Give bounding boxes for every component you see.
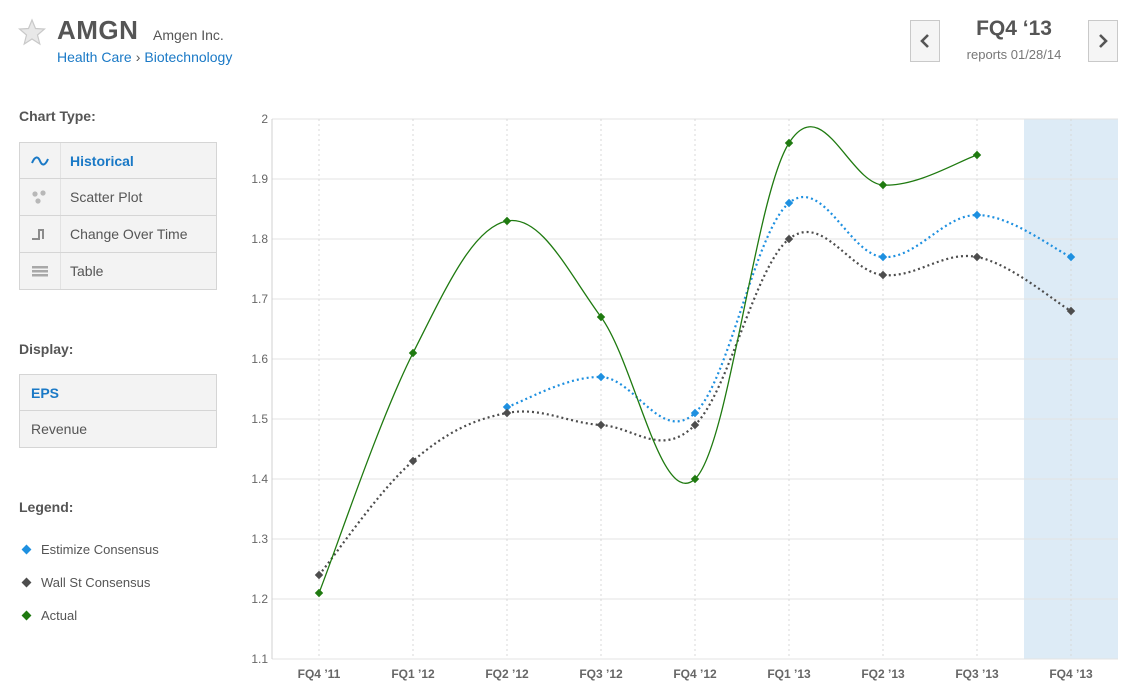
legend-label-actual: Actual xyxy=(41,608,78,623)
legend-item-wallst: Wall St Consensus xyxy=(21,575,150,590)
x-tick-label: FQ4 ’11 xyxy=(298,667,341,681)
y-tick-label: 1.9 xyxy=(251,172,268,186)
wave-icon xyxy=(20,143,61,178)
report-date: reports 01/28/14 xyxy=(966,47,1062,62)
x-tick-label: FQ2 ’12 xyxy=(485,667,529,681)
previous-quarter-button[interactable] xyxy=(910,20,940,62)
chart-type-table[interactable]: Table xyxy=(19,253,217,290)
data-point-actual xyxy=(408,348,418,358)
x-tick-label: FQ3 ’13 xyxy=(955,667,999,681)
legend-label-estimize: Estimize Consensus xyxy=(41,542,159,557)
display-revenue[interactable]: Revenue xyxy=(19,411,217,448)
star-icon[interactable] xyxy=(18,18,46,46)
next-quarter-button[interactable] xyxy=(1088,20,1118,62)
ticker-symbol: AMGN xyxy=(57,15,139,45)
display-list: EPS Revenue xyxy=(19,374,217,448)
data-point-wallst xyxy=(878,270,888,280)
breadcrumb-separator: › xyxy=(135,49,141,65)
display-label-eps: EPS xyxy=(31,384,60,401)
data-point-wallst xyxy=(690,420,700,430)
y-tick-label: 1.6 xyxy=(251,352,268,366)
series-line-wallst xyxy=(318,230,1072,576)
legend-label-wallst: Wall St Consensus xyxy=(41,575,151,590)
y-tick-label: 1.7 xyxy=(251,292,268,306)
y-tick-label: 1.2 xyxy=(251,592,268,606)
sector-link[interactable]: Health Care xyxy=(57,49,132,65)
y-tick-label: 1.4 xyxy=(251,472,268,486)
chevron-left-icon xyxy=(920,34,929,48)
chart-type-label-historical: Historical xyxy=(70,152,134,169)
x-tick-label: FQ4 ’12 xyxy=(673,667,717,681)
data-point-actual xyxy=(690,474,700,484)
chart-type-label-scatter: Scatter Plot xyxy=(70,189,143,205)
data-point-actual xyxy=(596,312,606,322)
industry-link[interactable]: Biotechnology xyxy=(144,49,233,65)
scatter-icon xyxy=(20,179,61,215)
legend-label: Legend: xyxy=(19,499,74,515)
chart-type-label-change: Change Over Time xyxy=(70,226,188,242)
company-name: Amgen Inc. xyxy=(153,27,224,43)
data-point-wallst xyxy=(784,234,794,244)
x-tick-label: FQ3 ’12 xyxy=(579,667,623,681)
x-tick-label: FQ1 ’12 xyxy=(391,667,435,681)
chart-type-scatter-plot[interactable]: Scatter Plot xyxy=(19,179,217,216)
display-eps[interactable]: EPS xyxy=(19,374,217,411)
data-point-wallst xyxy=(408,456,418,466)
data-point-estimize xyxy=(596,372,606,382)
data-point-wallst xyxy=(972,252,982,262)
y-tick-label: 1.8 xyxy=(251,232,268,246)
y-tick-label: 1.3 xyxy=(251,532,268,546)
y-tick-label: 2 xyxy=(261,112,268,126)
step-icon xyxy=(20,216,61,252)
y-tick-label: 1.5 xyxy=(251,412,268,426)
x-tick-label: FQ2 ’13 xyxy=(861,667,905,681)
chart-type-historical[interactable]: Historical xyxy=(19,142,217,179)
data-point-actual xyxy=(972,150,982,160)
data-point-wallst xyxy=(314,570,324,580)
display-label-revenue: Revenue xyxy=(31,421,88,437)
data-point-estimize xyxy=(690,408,700,418)
legend-item-actual: Actual xyxy=(21,608,77,623)
data-point-actual xyxy=(502,216,512,226)
series-line-estimize xyxy=(506,195,1072,423)
x-tick-label: FQ4 ’13 xyxy=(1049,667,1093,681)
chart-type-list: Historical Scatter Plot Change Over Time… xyxy=(19,142,217,290)
chevron-right-icon xyxy=(1099,34,1108,48)
breadcrumb: Health Care › Biotechnology xyxy=(57,49,232,65)
x-tick-label: FQ1 ’13 xyxy=(767,667,811,681)
data-point-actual xyxy=(314,588,324,598)
data-point-estimize xyxy=(972,210,982,220)
table-icon xyxy=(20,253,61,289)
data-point-wallst xyxy=(1066,306,1076,316)
series-line-actual xyxy=(318,126,978,594)
quarter-title: FQ4 ‘13 xyxy=(976,17,1052,40)
y-tick-label: 1.1 xyxy=(251,652,268,666)
data-point-estimize xyxy=(502,402,512,412)
data-point-actual xyxy=(878,180,888,190)
data-point-estimize xyxy=(878,252,888,262)
display-label: Display: xyxy=(19,341,74,357)
legend-item-estimize: Estimize Consensus xyxy=(21,542,159,557)
data-point-wallst xyxy=(502,408,512,418)
data-point-estimize xyxy=(784,198,794,208)
chart-type-change-over-time[interactable]: Change Over Time xyxy=(19,216,217,253)
data-point-wallst xyxy=(596,420,606,430)
data-point-actual xyxy=(784,138,794,148)
data-point-estimize xyxy=(1066,252,1076,262)
chart-type-label-table: Table xyxy=(70,263,104,279)
chart-type-label: Chart Type: xyxy=(19,108,96,124)
